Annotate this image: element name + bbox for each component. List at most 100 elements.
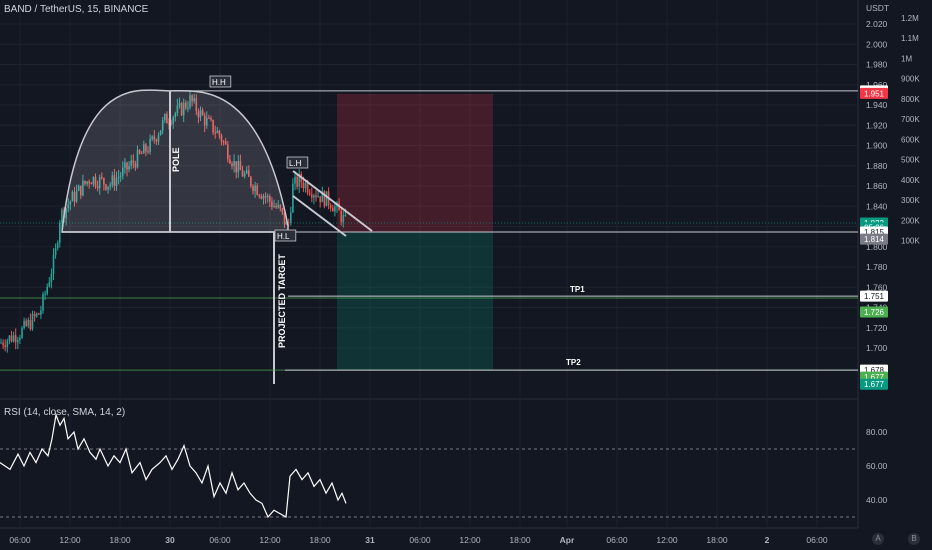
candle-body [227, 144, 229, 160]
volume-tick-label: 1.2M [901, 14, 919, 23]
candle-body [40, 310, 42, 315]
price-tick-label: 1.840 [866, 201, 888, 211]
candle-body [0, 342, 2, 344]
symbol-title[interactable]: BAND / TetherUS, 15, BINANCE [4, 4, 149, 15]
time-tick-label: 12:00 [259, 535, 281, 545]
time-tick-label: 12:00 [59, 535, 81, 545]
candle-body [306, 182, 309, 193]
hl-label: H.L [274, 229, 297, 242]
lh-label-text: L.H [289, 159, 302, 168]
candle-body [172, 117, 174, 124]
rsi-indicator-label[interactable]: RSI (14, close, SMA, 14, 2) [4, 407, 126, 418]
candle-body [208, 117, 210, 119]
candle-body [132, 160, 135, 164]
candle-body [269, 196, 271, 202]
candle-body [46, 286, 48, 294]
price-badge-text: 1.678 [864, 366, 885, 375]
candle-body [283, 212, 286, 225]
candle-body [8, 335, 11, 341]
settings-button[interactable]: B [908, 533, 920, 545]
auto-scale-button[interactable]: A [872, 533, 884, 545]
candle-body [344, 214, 347, 216]
price-tick-label: 2.000 [866, 39, 888, 49]
candle-body [170, 123, 172, 125]
hh-label: H.H [209, 75, 232, 88]
candle-body [59, 222, 61, 243]
time-tick-label: 30 [165, 535, 175, 545]
time-tick-label: 2 [765, 535, 770, 545]
time-tick-label: 18:00 [706, 535, 728, 545]
price-tick-label: 1.900 [866, 141, 888, 151]
price-badge: 1.751 [860, 290, 888, 302]
wedge-bottom-line [292, 195, 347, 237]
candle-body [94, 176, 97, 186]
price-badge-text: 1.677 [864, 380, 885, 389]
price-tick-label: 1.700 [866, 343, 888, 353]
time-tick-label: 31 [365, 535, 375, 545]
candle-body [124, 162, 126, 168]
rsi-tick-label: 40.00 [866, 495, 888, 505]
candle-body [35, 313, 38, 317]
time-tick-label: 18:00 [109, 535, 131, 545]
candle-body [17, 340, 19, 343]
candle-body [75, 190, 78, 202]
candle-body [56, 242, 59, 249]
candle-body [250, 176, 252, 186]
candle-body [103, 177, 105, 185]
price-tick-label: 1.940 [866, 100, 888, 110]
candle-body [119, 175, 122, 177]
candle-body [2, 342, 4, 346]
candle-body [12, 335, 15, 342]
candle-body [65, 208, 67, 219]
price-badge: 1.726 [860, 306, 888, 318]
candle-body [161, 120, 164, 131]
candle-body [271, 201, 273, 208]
candle-body [159, 130, 162, 136]
candle-body [143, 144, 145, 154]
candle-body [153, 136, 156, 140]
candle-body [311, 194, 313, 198]
candle-body [67, 204, 69, 209]
candle-body [294, 176, 296, 184]
candle-body [155, 139, 158, 142]
candle-body [82, 180, 84, 196]
time-tick-label: 12:00 [656, 535, 678, 545]
candle-body [50, 273, 53, 283]
candle-body [195, 98, 198, 112]
candle-body [264, 196, 267, 198]
price-badge: 1.814 [860, 233, 888, 245]
candle-body [117, 176, 120, 179]
price-badge-text: 1.751 [864, 292, 885, 301]
candle-body [212, 119, 214, 133]
candle-body [73, 191, 76, 202]
candle-body [151, 136, 153, 139]
candle-body [61, 209, 63, 223]
stop-loss-zone [337, 93, 493, 232]
volume-tick-label: 900K [901, 75, 920, 84]
candle-body [290, 212, 292, 223]
price-badge-text: 1.951 [864, 89, 885, 98]
wedge-top-line [292, 170, 373, 232]
candle-body [105, 184, 107, 190]
candle-body [54, 248, 57, 255]
candle-body [174, 113, 177, 118]
candle-body [239, 161, 242, 171]
time-tick-label: 06:00 [9, 535, 31, 545]
candle-body [203, 115, 206, 126]
candle-body [92, 176, 95, 185]
candle-body [122, 167, 124, 176]
candle-body [130, 160, 132, 166]
candle-body [329, 204, 332, 209]
candle-body [281, 208, 284, 213]
price-tick-label: 1.760 [866, 282, 888, 292]
candle-body [243, 173, 246, 177]
candle-body [29, 319, 32, 330]
candle-body [166, 114, 168, 124]
rsi-line [0, 412, 347, 519]
candle-body [277, 204, 279, 208]
candle-body [147, 151, 149, 153]
candle-body [231, 163, 233, 167]
volume-tick-label: 800K [901, 95, 920, 104]
candle-body [185, 102, 187, 108]
